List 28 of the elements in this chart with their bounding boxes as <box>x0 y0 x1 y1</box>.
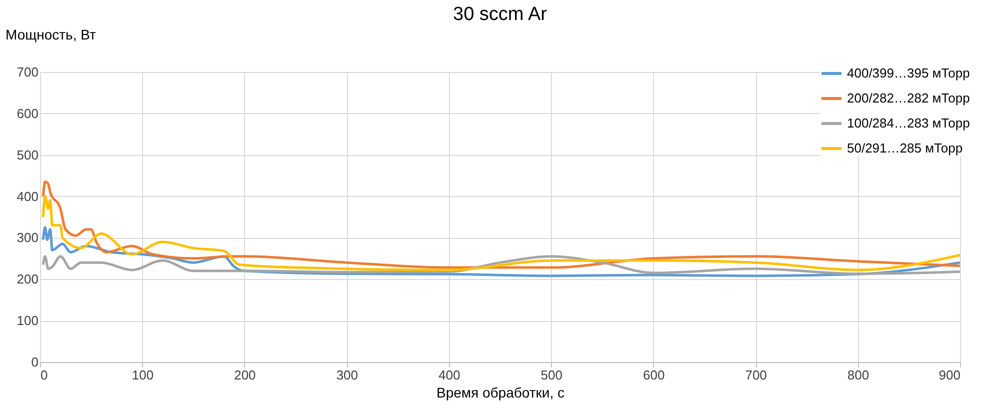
x-tick-label: 100 <box>132 368 154 382</box>
x-tick-label: 600 <box>642 368 665 382</box>
legend-label: 50/291…285 мТорр <box>847 140 963 156</box>
x-tick-label: 700 <box>745 368 767 382</box>
y-tick-label: 200 <box>16 272 38 287</box>
y-tick-label: 600 <box>16 106 38 121</box>
y-tick-label: 300 <box>16 230 38 246</box>
legend-label: 200/282…282 мТорр <box>847 90 970 106</box>
x-tick-label: 900 <box>938 368 960 382</box>
y-axis-title: Мощность, Вт <box>6 26 96 42</box>
line-series <box>42 180 962 269</box>
y-tick-label: 0 <box>31 354 38 370</box>
x-tick-label: 400 <box>438 368 460 382</box>
y-tick-label: 100 <box>16 313 38 328</box>
y-tick-label: 500 <box>16 147 38 162</box>
line-series <box>42 195 962 272</box>
x-tick-label: 800 <box>847 368 870 382</box>
y-tick-label: 700 <box>16 64 38 80</box>
y-tick-label: 400 <box>16 188 38 204</box>
x-tick-label: 500 <box>540 368 562 382</box>
line-series <box>42 255 962 276</box>
x-tick-label: 200 <box>234 368 256 382</box>
legend-label: 400/399…395 мТорр <box>847 66 970 80</box>
legend-label: 100/284…283 мТорр <box>847 116 970 130</box>
chart-title: 30 sccm Ar <box>453 4 548 25</box>
x-axis-title: Время обработки, с <box>436 384 565 400</box>
x-tick-label: 0 <box>40 368 48 382</box>
x-tick-label: 300 <box>336 368 358 382</box>
